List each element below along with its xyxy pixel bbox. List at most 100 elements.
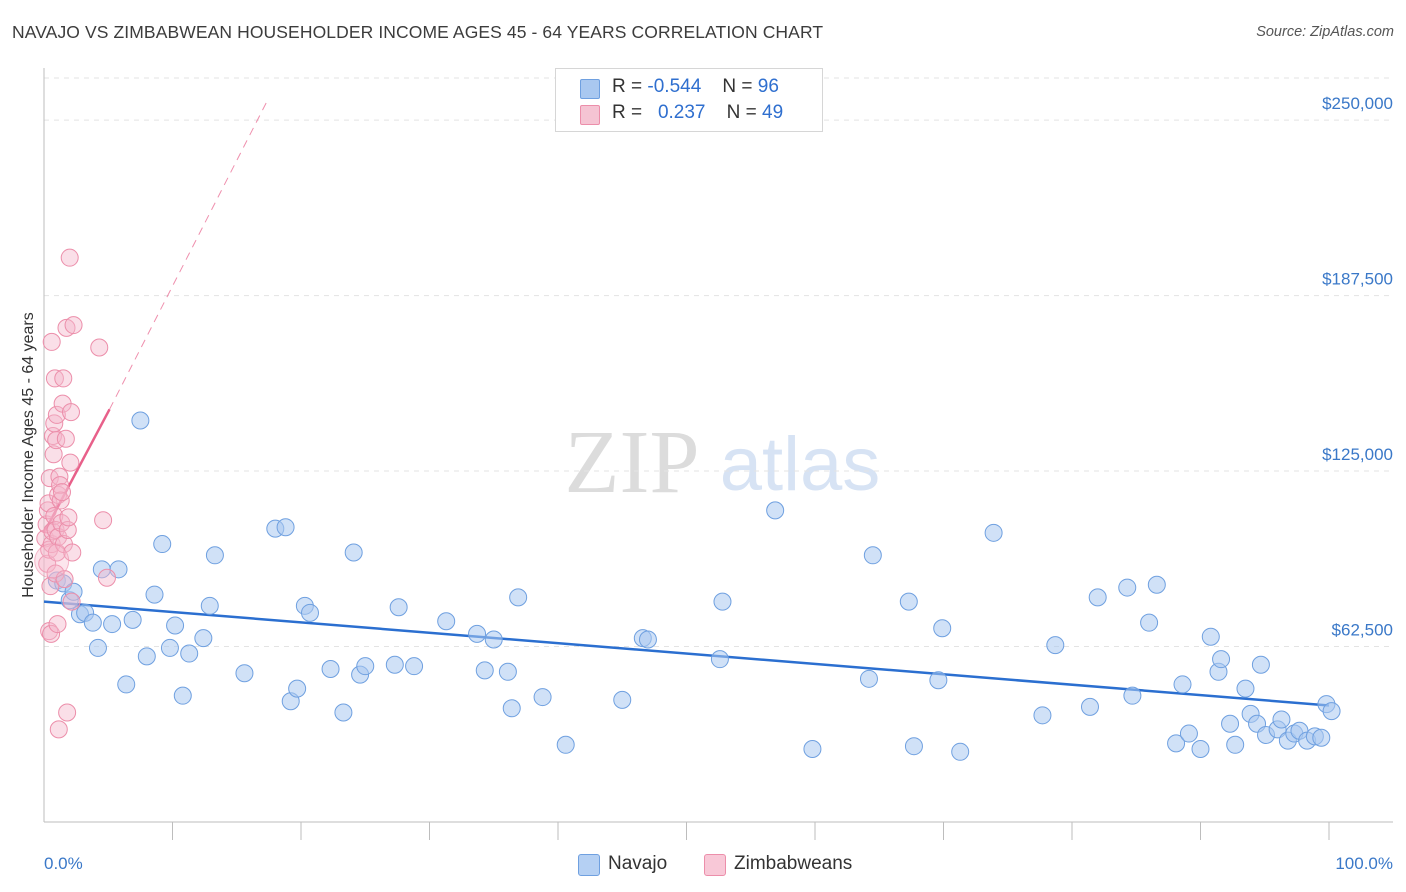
navajo-point (1226, 735, 1245, 754)
navajo-point (1236, 679, 1255, 698)
navajo-point (951, 742, 970, 761)
zimbabwean-point (97, 568, 116, 587)
zimbabwean-point (60, 248, 79, 267)
y-tick-label: $62,500 (1332, 621, 1393, 640)
zimbabwean-point (55, 570, 74, 589)
navajo-point (1201, 627, 1220, 646)
zimbabwean-point (42, 624, 61, 643)
navajo-point (984, 523, 1003, 542)
zimbabwean-point-cluster (34, 543, 70, 579)
navajo-point (334, 703, 353, 722)
navajo-point (710, 650, 729, 669)
navajo-point (533, 688, 552, 707)
navajo-trend-line (43, 600, 1330, 707)
navajo-point (300, 603, 319, 622)
trend-lines (42, 97, 1330, 707)
zimbabwean-point (94, 511, 113, 530)
navajo-point (863, 546, 882, 565)
navajo-point (1123, 686, 1142, 705)
x-tick-label-end: 100.0% (1335, 854, 1393, 873)
watermark: ZIP atlas (565, 413, 881, 512)
navajo-point (713, 592, 732, 611)
navajo-point (385, 655, 404, 674)
legend-n-label: N = (726, 102, 757, 123)
data-points (34, 248, 1341, 761)
navajo-point (389, 598, 408, 617)
navajo-point (1221, 714, 1240, 733)
navajo-point (556, 735, 575, 754)
zimbabweans-swatch (704, 854, 726, 876)
y-tick-label: $125,000 (1322, 445, 1393, 464)
legend-r-label: R = (612, 76, 643, 97)
navajo-point (145, 585, 164, 604)
legend-r-value-zimbabweans: 0.237 (657, 102, 706, 123)
navajo-point (1322, 702, 1341, 721)
source-credit: Source: ZipAtlas.com (1256, 24, 1394, 40)
navajo-point (1173, 675, 1192, 694)
navajo-point (475, 661, 494, 680)
zimbabwean-point (61, 403, 80, 422)
navajo-point (160, 638, 179, 657)
zimbabwean-point (47, 431, 66, 450)
series-legend: Navajo Zimbabweans (0, 852, 1406, 878)
y-tick-label: $187,500 (1322, 270, 1393, 289)
navajo-point (103, 615, 122, 634)
navajo-point (200, 596, 219, 615)
navajo-swatch (580, 79, 600, 99)
axes: $62,500 $125,000 $187,500 $250,000 (43, 68, 1393, 840)
navajo-point (235, 664, 254, 683)
navajo-point (166, 616, 185, 635)
navajo-point (1272, 710, 1291, 729)
series-legend-zimbabweans-label: Zimbabweans (734, 853, 853, 874)
navajo-point (88, 638, 107, 657)
zimbabwean-point (42, 332, 61, 351)
navajo-point (933, 619, 952, 638)
legend-n-value-zimbabweans: 49 (762, 102, 784, 123)
zimbabwean-trend-extension (109, 97, 270, 410)
navajo-point (509, 588, 528, 607)
navajo-point (929, 671, 948, 690)
navajo-point (1140, 613, 1159, 632)
navajo-point (1118, 578, 1137, 597)
navajo-point (638, 630, 657, 649)
navajo-point (766, 501, 785, 520)
chart-title: NAVAJO VS ZIMBABWEAN HOUSEHOLDER INCOME … (12, 22, 824, 42)
navajo-point (117, 675, 136, 694)
legend-n-label: N = (722, 76, 753, 97)
navajo-point (613, 690, 632, 709)
zimbabwean-trend-line (42, 408, 111, 534)
zimbabwean-point (45, 506, 64, 525)
zimbabwean-point (49, 720, 68, 739)
navajo-point (1212, 650, 1231, 669)
correlation-legend: R = -0.544 N = 96 R = 0.237 N = 49 (555, 68, 823, 132)
navajo-point (1147, 575, 1166, 594)
navajo-point (468, 624, 487, 643)
series-legend-navajo-label: Navajo (608, 853, 668, 874)
zimbabwean-point (52, 483, 71, 502)
navajo-point (1179, 724, 1198, 743)
navajo-point (288, 679, 307, 698)
navajo-swatch (578, 854, 600, 876)
navajo-point (137, 647, 156, 666)
navajo-point (1046, 636, 1065, 655)
navajo-point (1167, 734, 1186, 753)
legend-r-label: R = (612, 102, 643, 123)
zimbabwean-point (57, 318, 76, 337)
navajo-point (173, 686, 192, 705)
navajo-point (484, 630, 503, 649)
watermark-zip: ZIP (565, 413, 700, 512)
zimbabwean-point (58, 521, 77, 540)
legend-n-value-navajo: 96 (757, 76, 779, 97)
zimbabwean-point (44, 445, 63, 464)
grid-lines (44, 77, 1393, 648)
zimbabwean-point (54, 369, 73, 388)
zimbabwean-point (47, 405, 66, 424)
navajo-point (276, 518, 295, 537)
navajo-point (1312, 728, 1331, 747)
navajo-point (1191, 740, 1210, 759)
zimbabwean-point (61, 453, 80, 472)
zimbabwean-point (40, 469, 59, 488)
zimbabwean-point (62, 592, 81, 611)
y-tick-label: $250,000 (1322, 94, 1393, 113)
